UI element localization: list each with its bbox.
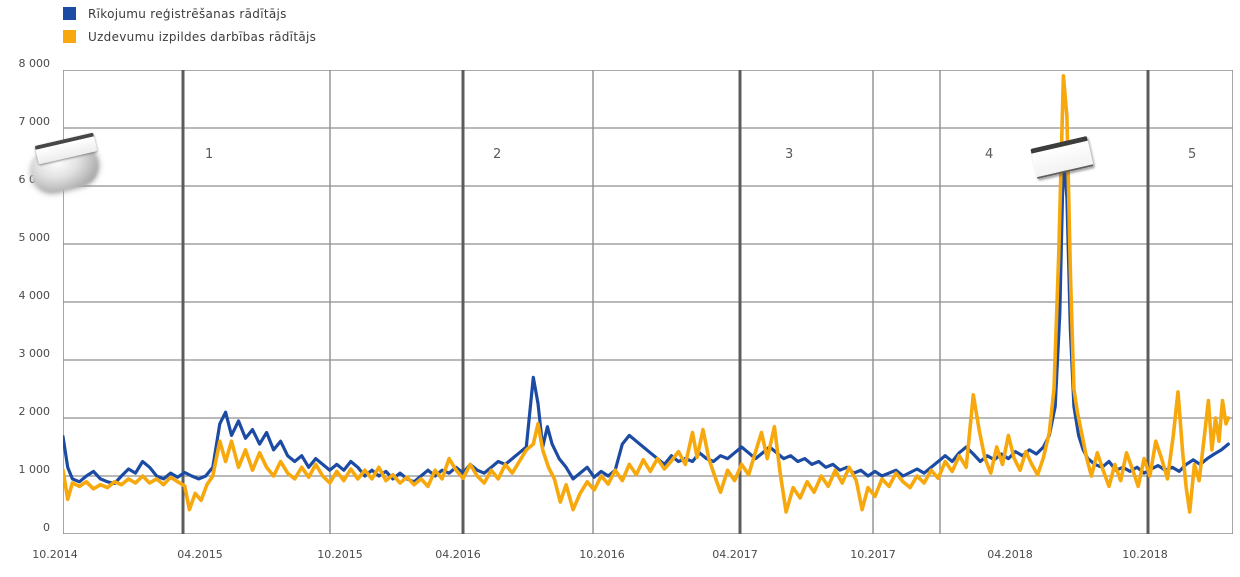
- chart-annotation-number: 2: [493, 147, 502, 162]
- y-axis-label: 7 000: [18, 115, 51, 128]
- chart-annotation-number: 1: [205, 147, 214, 162]
- x-axis-label: 10.2016: [579, 548, 625, 561]
- legend: Rīkojumu reģistrēšanas rādītājs Uzdevumu…: [63, 2, 316, 48]
- x-axis-label: 10.2018: [1122, 548, 1168, 561]
- y-axis-label: 2 000: [18, 405, 51, 418]
- chart-annotation-number: 3: [785, 147, 794, 162]
- legend-item-blue: Rīkojumu reģistrēšanas rādītājs: [63, 2, 316, 25]
- y-axis-label: 6 000: [18, 173, 51, 186]
- series-line: [63, 155, 1230, 486]
- legend-label-orange: Uzdevumu izpildes darbības rādītājs: [88, 29, 317, 44]
- chart-canvas: [63, 70, 1233, 534]
- x-axis-label: 04.2017: [712, 548, 758, 561]
- chart-annotation-number: 4: [985, 147, 994, 162]
- legend-item-orange: Uzdevumu izpildes darbības rādītājs: [63, 25, 316, 48]
- x-axis-label: 04.2018: [987, 548, 1033, 561]
- x-axis-label: 04.2015: [177, 548, 223, 561]
- x-axis-label: 10.2017: [850, 548, 896, 561]
- x-axis-label: 10.2014: [32, 548, 78, 561]
- x-axis-label: 04.2016: [435, 548, 481, 561]
- blue-series-swatch-icon: [63, 7, 76, 20]
- y-axis-label: 1 000: [18, 463, 51, 476]
- orange-series-swatch-icon: [63, 30, 76, 43]
- y-axis-label: 0: [43, 521, 50, 534]
- chart-annotation-number: 5: [1188, 147, 1197, 162]
- x-axis-label: 10.2015: [317, 548, 363, 561]
- y-axis-label: 4 000: [18, 289, 51, 302]
- y-axis-label: 8 000: [18, 57, 51, 70]
- series-line: [63, 74, 1231, 514]
- legend-label-blue: Rīkojumu reģistrēšanas rādītājs: [88, 6, 287, 21]
- y-axis-label: 3 000: [18, 347, 51, 360]
- y-axis-label: 5 000: [18, 231, 51, 244]
